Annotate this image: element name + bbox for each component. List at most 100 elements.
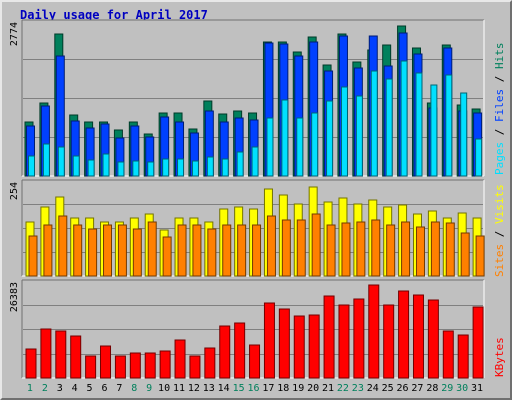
kbytes-bar-day-13: [204, 347, 216, 379]
day-label-5: 5: [87, 383, 93, 394]
pages-bar-day-20: [311, 112, 319, 177]
kbytes-bar-day-29: [442, 330, 454, 379]
sites-bar-day-28: [430, 221, 440, 277]
kbytes-ymax-label: 26383: [9, 282, 20, 312]
kbytes-bar-day-20: [308, 314, 320, 379]
kbytes-bar-day-17: [263, 302, 275, 379]
pages-bar-day-2: [42, 143, 50, 177]
pages-bar-day-14: [221, 158, 229, 177]
day-label-21: 21: [322, 383, 334, 394]
kbytes-bar-day-23: [353, 298, 365, 379]
pages-bar-day-25: [385, 78, 393, 177]
visits-vertical-legend: Sites / Visits: [493, 184, 506, 277]
kbytes-bar-day-11: [174, 339, 186, 379]
day-label-7: 7: [116, 383, 122, 394]
day-label-30: 30: [456, 383, 468, 394]
day-label-20: 20: [307, 383, 319, 394]
hits-ymax-label: 2774: [9, 22, 20, 46]
sites-bar-day-14: [222, 224, 232, 277]
day-label-26: 26: [397, 383, 409, 394]
pages-bar-day-9: [147, 161, 155, 177]
pages-bar-day-18: [281, 99, 289, 177]
pages-bar-day-10: [162, 158, 170, 177]
kbytes-bar-day-12: [189, 355, 201, 379]
pages-bar-day-17: [266, 117, 274, 177]
legend-sep: /: [493, 224, 506, 244]
sites-bar-day-18: [281, 219, 291, 277]
kbytes-bar-day-24: [368, 284, 380, 379]
day-label-16: 16: [247, 383, 259, 394]
sites-bar-day-30: [460, 232, 470, 277]
pages-bar-day-29: [445, 74, 453, 177]
sites-bar-day-2: [43, 224, 53, 277]
sites-bar-day-25: [386, 224, 396, 277]
sites-bar-day-31: [475, 235, 485, 277]
day-label-14: 14: [218, 383, 230, 394]
sites-legend-label: Sites: [493, 244, 506, 277]
day-label-4: 4: [72, 383, 78, 394]
sites-bar-day-29: [445, 222, 455, 277]
day-label-25: 25: [382, 383, 394, 394]
kbytes-bar-day-16: [249, 344, 261, 379]
pages-bar-day-15: [236, 151, 244, 177]
day-label-23: 23: [352, 383, 364, 394]
sites-bar-day-12: [192, 224, 202, 277]
sites-bar-day-10: [162, 236, 172, 277]
sites-bar-day-6: [103, 224, 113, 277]
day-label-8: 8: [131, 383, 137, 394]
kbytes-bar-day-3: [55, 330, 67, 379]
day-label-28: 28: [426, 383, 438, 394]
kbytes-bar-day-5: [85, 355, 97, 379]
sites-bar-day-20: [311, 213, 321, 277]
sites-bar-day-26: [401, 221, 411, 277]
kbytes-bar-day-4: [70, 335, 82, 379]
pages-bar-day-5: [87, 159, 95, 177]
kbytes-bar-day-22: [338, 304, 350, 379]
kbytes-bar-day-25: [383, 304, 395, 379]
pages-bar-day-13: [206, 156, 214, 177]
pages-bar-day-11: [177, 158, 185, 177]
sites-bar-day-23: [356, 221, 366, 277]
pages-bar-day-30: [460, 92, 468, 177]
sites-bar-day-3: [58, 215, 68, 277]
day-label-1: 1: [27, 383, 33, 394]
day-label-13: 13: [203, 383, 215, 394]
sites-bar-day-19: [296, 219, 306, 277]
pages-bar-day-19: [296, 117, 304, 177]
kbytes-bar-day-2: [40, 328, 52, 379]
pages-bar-day-8: [132, 160, 140, 177]
kbytes-bar-day-26: [398, 290, 410, 379]
day-label-3: 3: [57, 383, 63, 394]
day-label-9: 9: [146, 383, 152, 394]
legend-sep: /: [493, 69, 506, 89]
sites-bar-day-8: [132, 228, 142, 277]
day-label-6: 6: [101, 383, 107, 394]
kbytes-bar-day-10: [159, 350, 171, 379]
sites-bar-day-22: [341, 222, 351, 277]
kbytes-bar-day-9: [144, 352, 156, 379]
kbytes-bar-day-18: [278, 308, 290, 379]
visits-ymax-label: 254: [9, 182, 20, 200]
sites-bar-day-16: [252, 224, 262, 277]
kbytes-bar-day-30: [457, 334, 469, 379]
kbytes-bar-day-8: [129, 352, 141, 379]
files-legend-label: Files: [493, 89, 506, 122]
pages-bar-day-23: [355, 95, 363, 177]
sites-bar-day-11: [177, 224, 187, 277]
pages-bar-day-31: [475, 138, 483, 177]
sites-bar-day-21: [326, 224, 336, 277]
day-label-15: 15: [233, 383, 245, 394]
day-label-18: 18: [277, 383, 289, 394]
sites-bar-day-15: [237, 224, 247, 277]
kbytes-bar-day-28: [427, 299, 439, 379]
kbytes-bar-day-7: [114, 355, 126, 379]
sites-bar-day-9: [147, 221, 157, 277]
pages-bar-day-7: [117, 161, 125, 177]
visits-legend-label: Visits: [493, 184, 506, 224]
day-label-17: 17: [262, 383, 274, 394]
kbytes-legend-label: KBytes: [493, 337, 506, 377]
kbytes-vertical-legend: KBytes: [493, 337, 506, 377]
pages-bar-day-26: [400, 60, 408, 177]
